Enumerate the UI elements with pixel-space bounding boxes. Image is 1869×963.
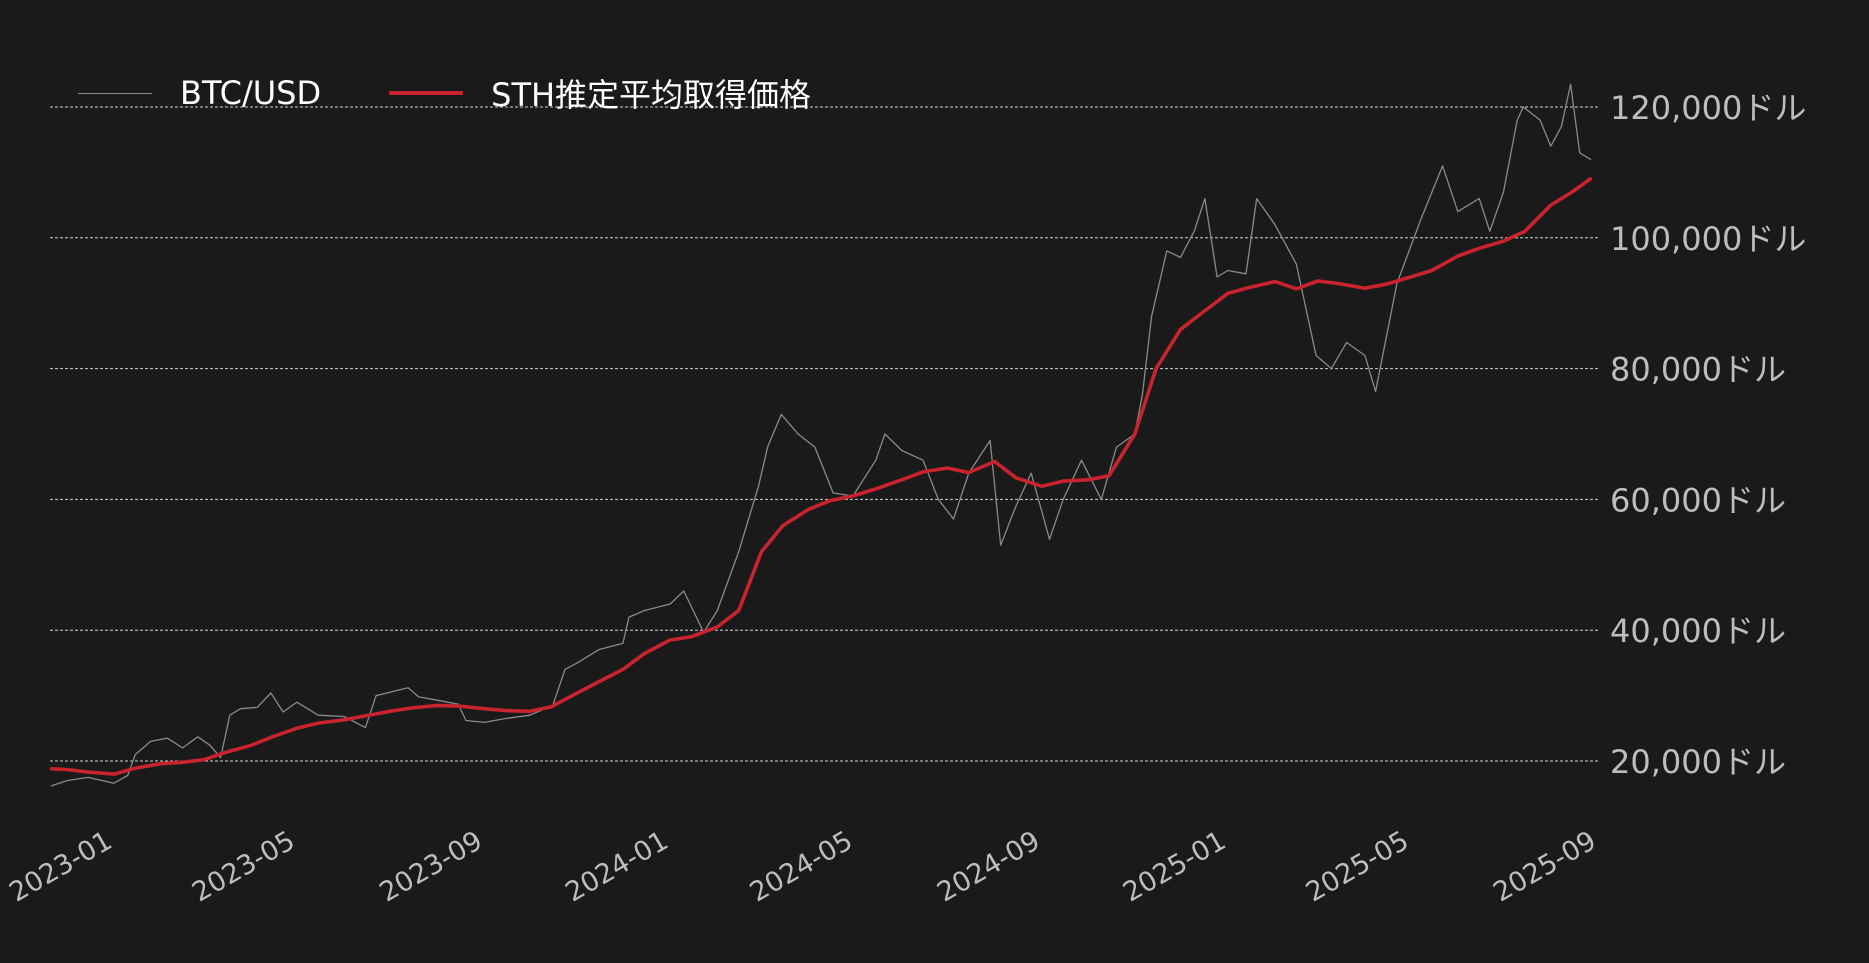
x-tick-label: 2023-09 (375, 825, 488, 908)
legend-item-sth: STH推定平均取得価格 (389, 70, 811, 116)
y-tick-label: 80,000ドル (1610, 351, 1786, 389)
x-tick-label: 2025-05 (1301, 825, 1414, 908)
y-tick-label: 40,000ドル (1610, 612, 1786, 650)
x-tick-label: 2024-09 (932, 825, 1045, 908)
x-tick-label: 2023-05 (187, 825, 300, 908)
legend-label-sth: STH推定平均取得価格 (491, 76, 812, 114)
x-tick-label: 2024-01 (560, 825, 673, 908)
y-tick-label: 100,000ドル (1610, 220, 1806, 258)
x-tick-label: 2023-01 (4, 825, 117, 908)
gridlines (50, 106, 1598, 762)
legend-item-btc: BTC/USD (78, 74, 321, 112)
x-tick-label: 2025-09 (1488, 825, 1601, 908)
y-tick-label: 20,000ドル (1610, 743, 1786, 781)
y-tick-label: 120,000ドル (1610, 89, 1806, 127)
series-line-sth (49, 177, 1593, 776)
series-layer (49, 83, 1593, 787)
y-tick-label: 60,000ドル (1610, 481, 1786, 519)
legend-swatch-btc (78, 92, 152, 94)
y-tick-labels: 20,000ドル 40,000ドル 60,000ドル 80,000ドル 100,000ド… (1610, 89, 1806, 781)
legend-label-btc: BTC/USD (180, 74, 322, 112)
x-tick-label: 2024-05 (745, 825, 858, 908)
legend-swatch-sth (389, 91, 464, 95)
series-line-btc (50, 83, 1592, 787)
x-tick-labels: 2023-01 2023-05 2023-09 2024-01 2024-05 2024-… (4, 825, 1601, 908)
x-tick-label: 2025-01 (1118, 825, 1231, 908)
legend: BTC/USD STH推定平均取得価格 (78, 70, 879, 116)
